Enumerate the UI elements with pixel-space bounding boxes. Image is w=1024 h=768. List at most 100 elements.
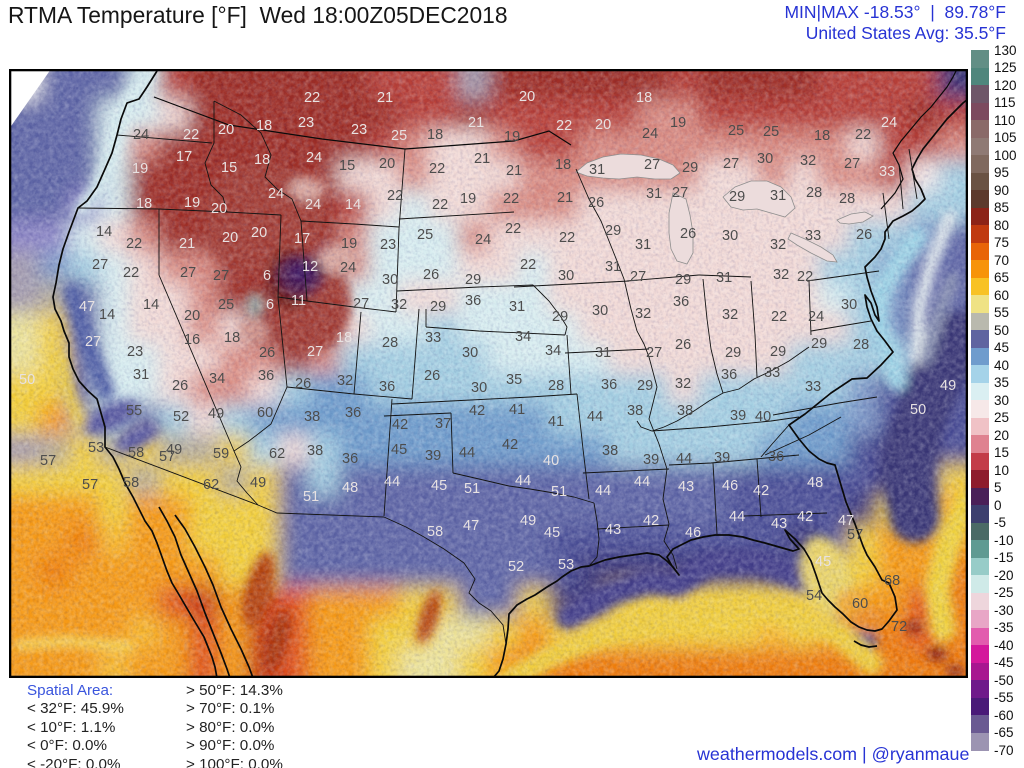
svg-text:20: 20 <box>222 230 238 246</box>
svg-text:22: 22 <box>387 188 403 204</box>
svg-text:29: 29 <box>637 378 653 394</box>
svg-text:32: 32 <box>337 373 353 389</box>
svg-text:32: 32 <box>770 237 786 253</box>
svg-text:24: 24 <box>881 115 897 131</box>
svg-text:36: 36 <box>673 294 689 310</box>
svg-text:22: 22 <box>304 90 320 106</box>
svg-text:29: 29 <box>770 344 786 360</box>
svg-text:44: 44 <box>729 509 745 525</box>
svg-text:6: 6 <box>263 268 271 284</box>
svg-text:24: 24 <box>808 309 824 325</box>
svg-text:35: 35 <box>506 372 522 388</box>
svg-text:39: 39 <box>714 450 730 466</box>
svg-text:51: 51 <box>303 489 319 505</box>
svg-text:31: 31 <box>635 237 651 253</box>
svg-text:57: 57 <box>82 477 98 493</box>
svg-text:6: 6 <box>266 297 274 313</box>
svg-text:12: 12 <box>302 259 318 275</box>
svg-text:26: 26 <box>588 195 604 211</box>
svg-text:42: 42 <box>753 483 769 499</box>
svg-text:31: 31 <box>589 162 605 178</box>
svg-text:48: 48 <box>342 480 358 496</box>
svg-text:30: 30 <box>382 272 398 288</box>
svg-text:38: 38 <box>304 409 320 425</box>
svg-text:21: 21 <box>474 151 490 167</box>
svg-text:28: 28 <box>806 185 822 201</box>
svg-text:45: 45 <box>391 442 407 458</box>
svg-text:30: 30 <box>592 303 608 319</box>
svg-text:30: 30 <box>757 151 773 167</box>
svg-text:19: 19 <box>132 161 148 177</box>
svg-text:18: 18 <box>254 152 270 168</box>
svg-text:23: 23 <box>380 237 396 253</box>
svg-text:58: 58 <box>427 524 443 540</box>
svg-text:62: 62 <box>269 446 285 462</box>
svg-text:44: 44 <box>595 483 611 499</box>
svg-text:49: 49 <box>520 513 536 529</box>
svg-text:21: 21 <box>468 115 484 131</box>
svg-text:24: 24 <box>268 186 284 202</box>
svg-text:20: 20 <box>595 117 611 133</box>
svg-text:44: 44 <box>515 473 531 489</box>
svg-text:38: 38 <box>307 443 323 459</box>
svg-text:50: 50 <box>19 372 35 388</box>
svg-text:26: 26 <box>856 227 872 243</box>
svg-text:68: 68 <box>884 573 900 589</box>
svg-text:55: 55 <box>126 403 142 419</box>
svg-text:49: 49 <box>166 442 182 458</box>
svg-text:46: 46 <box>722 478 738 494</box>
svg-text:58: 58 <box>123 475 139 491</box>
svg-text:16: 16 <box>184 332 200 348</box>
svg-text:32: 32 <box>722 307 738 323</box>
svg-text:39: 39 <box>730 408 746 424</box>
svg-text:44: 44 <box>459 445 475 461</box>
svg-text:42: 42 <box>797 509 813 525</box>
svg-text:25: 25 <box>417 227 433 243</box>
svg-text:20: 20 <box>184 308 200 324</box>
svg-text:24: 24 <box>306 150 322 166</box>
svg-text:30: 30 <box>462 345 478 361</box>
svg-text:52: 52 <box>508 559 524 575</box>
svg-text:27: 27 <box>213 268 229 284</box>
svg-text:25: 25 <box>728 123 744 139</box>
svg-text:50: 50 <box>910 402 926 418</box>
svg-text:27: 27 <box>353 296 369 312</box>
svg-text:18: 18 <box>224 330 240 346</box>
svg-text:31: 31 <box>509 299 525 315</box>
svg-text:44: 44 <box>634 474 650 490</box>
svg-text:49: 49 <box>940 378 956 394</box>
svg-text:25: 25 <box>763 124 779 140</box>
svg-text:22: 22 <box>520 257 536 273</box>
svg-text:58: 58 <box>128 445 144 461</box>
svg-text:27: 27 <box>644 157 660 173</box>
svg-text:27: 27 <box>180 265 196 281</box>
svg-text:33: 33 <box>425 330 441 346</box>
svg-text:31: 31 <box>605 259 621 275</box>
svg-text:45: 45 <box>544 525 560 541</box>
svg-text:38: 38 <box>602 443 618 459</box>
svg-text:18: 18 <box>814 128 830 144</box>
svg-text:18: 18 <box>636 90 652 106</box>
svg-text:33: 33 <box>764 365 780 381</box>
svg-text:21: 21 <box>506 163 522 179</box>
svg-text:21: 21 <box>377 90 393 106</box>
svg-text:20: 20 <box>379 156 395 172</box>
svg-text:51: 51 <box>551 484 567 500</box>
svg-text:31: 31 <box>595 345 611 361</box>
svg-text:30: 30 <box>558 268 574 284</box>
svg-text:54: 54 <box>806 588 822 604</box>
svg-text:27: 27 <box>672 185 688 201</box>
svg-text:41: 41 <box>548 414 564 430</box>
svg-text:52: 52 <box>173 409 189 425</box>
svg-text:31: 31 <box>133 367 149 383</box>
svg-text:15: 15 <box>221 160 237 176</box>
svg-text:39: 39 <box>425 448 441 464</box>
svg-text:47: 47 <box>79 299 95 315</box>
svg-text:36: 36 <box>342 451 358 467</box>
svg-text:30: 30 <box>841 297 857 313</box>
svg-text:57: 57 <box>40 453 56 469</box>
svg-text:14: 14 <box>96 224 112 240</box>
svg-text:22: 22 <box>432 197 448 213</box>
svg-text:23: 23 <box>298 115 314 131</box>
svg-text:26: 26 <box>423 267 439 283</box>
